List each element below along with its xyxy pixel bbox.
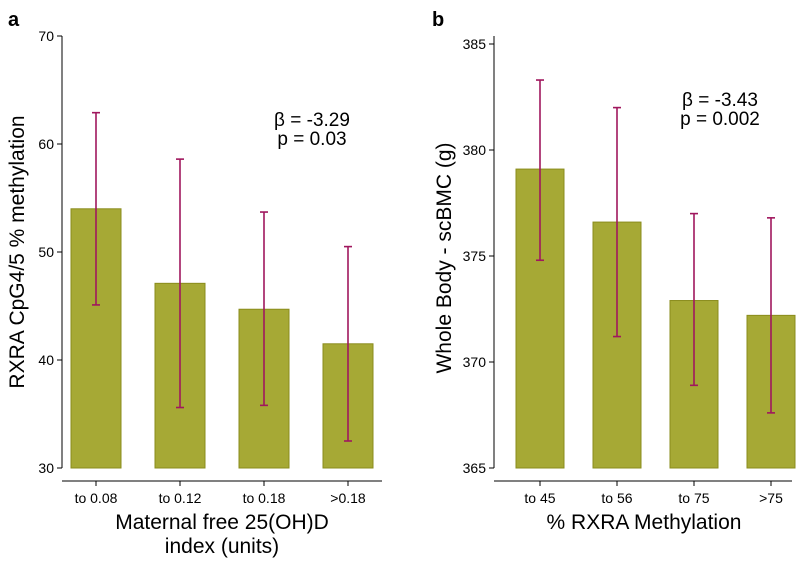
- panel-b-y-tick-label: 380: [463, 142, 487, 158]
- panel-b-bars: [515, 168, 796, 469]
- panel-a-x-axis-title-line2: index (units): [165, 535, 279, 558]
- panel-b-y-tick-label: 385: [463, 36, 487, 52]
- panel-a-x-tick-label: to 0.08: [75, 490, 118, 506]
- panel-b-x-ticks: to 45 to 56 to 75 >75: [524, 481, 783, 506]
- panel-b-error-bars: [536, 79, 775, 414]
- panel-a-letter: a: [8, 9, 20, 31]
- panel-a-y-tick-label: 70: [38, 28, 54, 44]
- panel-b-y-ticks: 365 370 375 380 385: [463, 36, 494, 476]
- panel-a-error-bars: [92, 111, 352, 442]
- panel-a-y-tick-label: 60: [38, 136, 54, 152]
- panel-a-beta-annotation: β = -3.29: [274, 110, 350, 131]
- panel-a-x-tick-label: >0.18: [330, 490, 366, 506]
- panel-a-p-annotation: p = 0.03: [277, 129, 346, 150]
- panel-b-beta-annotation: β = -3.43: [682, 90, 758, 111]
- panel-a-error-bar: [344, 245, 352, 442]
- panel-b-x-tick-label: to 45: [524, 490, 555, 506]
- panel-b-error-bar: [690, 212, 698, 387]
- panel-a-x-tick-label: to 0.12: [159, 490, 202, 506]
- panel-a-x-tick-label: to 0.18: [243, 490, 286, 506]
- panel-b-x-tick-label: to 75: [678, 490, 709, 506]
- panel-a-bars: [70, 208, 374, 469]
- panel-a-y-tick-label: 40: [38, 352, 54, 368]
- panel-a-error-bar: [176, 158, 184, 409]
- panel-a-y-tick-label: 50: [38, 244, 54, 260]
- panel-b-p-annotation: p = 0.002: [680, 109, 760, 130]
- panel-b-y-tick-label: 370: [463, 354, 487, 370]
- panel-a-y-tick-label: 30: [38, 460, 54, 476]
- panel-b-y-tick-label: 365: [463, 460, 487, 476]
- panel-b-error-bar: [613, 106, 621, 338]
- panel-a-error-bar: [260, 211, 268, 407]
- panel-b-x-tick-label: to 56: [601, 490, 632, 506]
- panel-a-y-ticks: 30 40 50 60 70: [38, 28, 62, 476]
- panel-b: b 365 370 375 380 385 to 45 to 56 to 75 >75 Who…: [432, 9, 796, 534]
- panel-a-x-axis-title-line1: Maternal free 25(OH)D: [115, 511, 329, 534]
- panel-b-letter: b: [432, 9, 444, 31]
- panel-b-y-axis-title: Whole Body - scBMC (g): [433, 142, 456, 373]
- panel-a-y-axis-title: RXRA CpG4/5 % methylation: [6, 115, 29, 388]
- panel-a-error-bar: [92, 111, 100, 306]
- panel-b-x-axis-title-line1: % RXRA Methylation: [547, 511, 742, 534]
- panel-b-y-tick-label: 375: [463, 248, 487, 264]
- panel-b-error-bar: [536, 79, 544, 262]
- panel-b-error-bar: [767, 217, 775, 414]
- panel-a-x-ticks: to 0.08 to 0.12 to 0.18 >0.18: [75, 481, 366, 506]
- panel-b-x-tick-label: >75: [759, 490, 783, 506]
